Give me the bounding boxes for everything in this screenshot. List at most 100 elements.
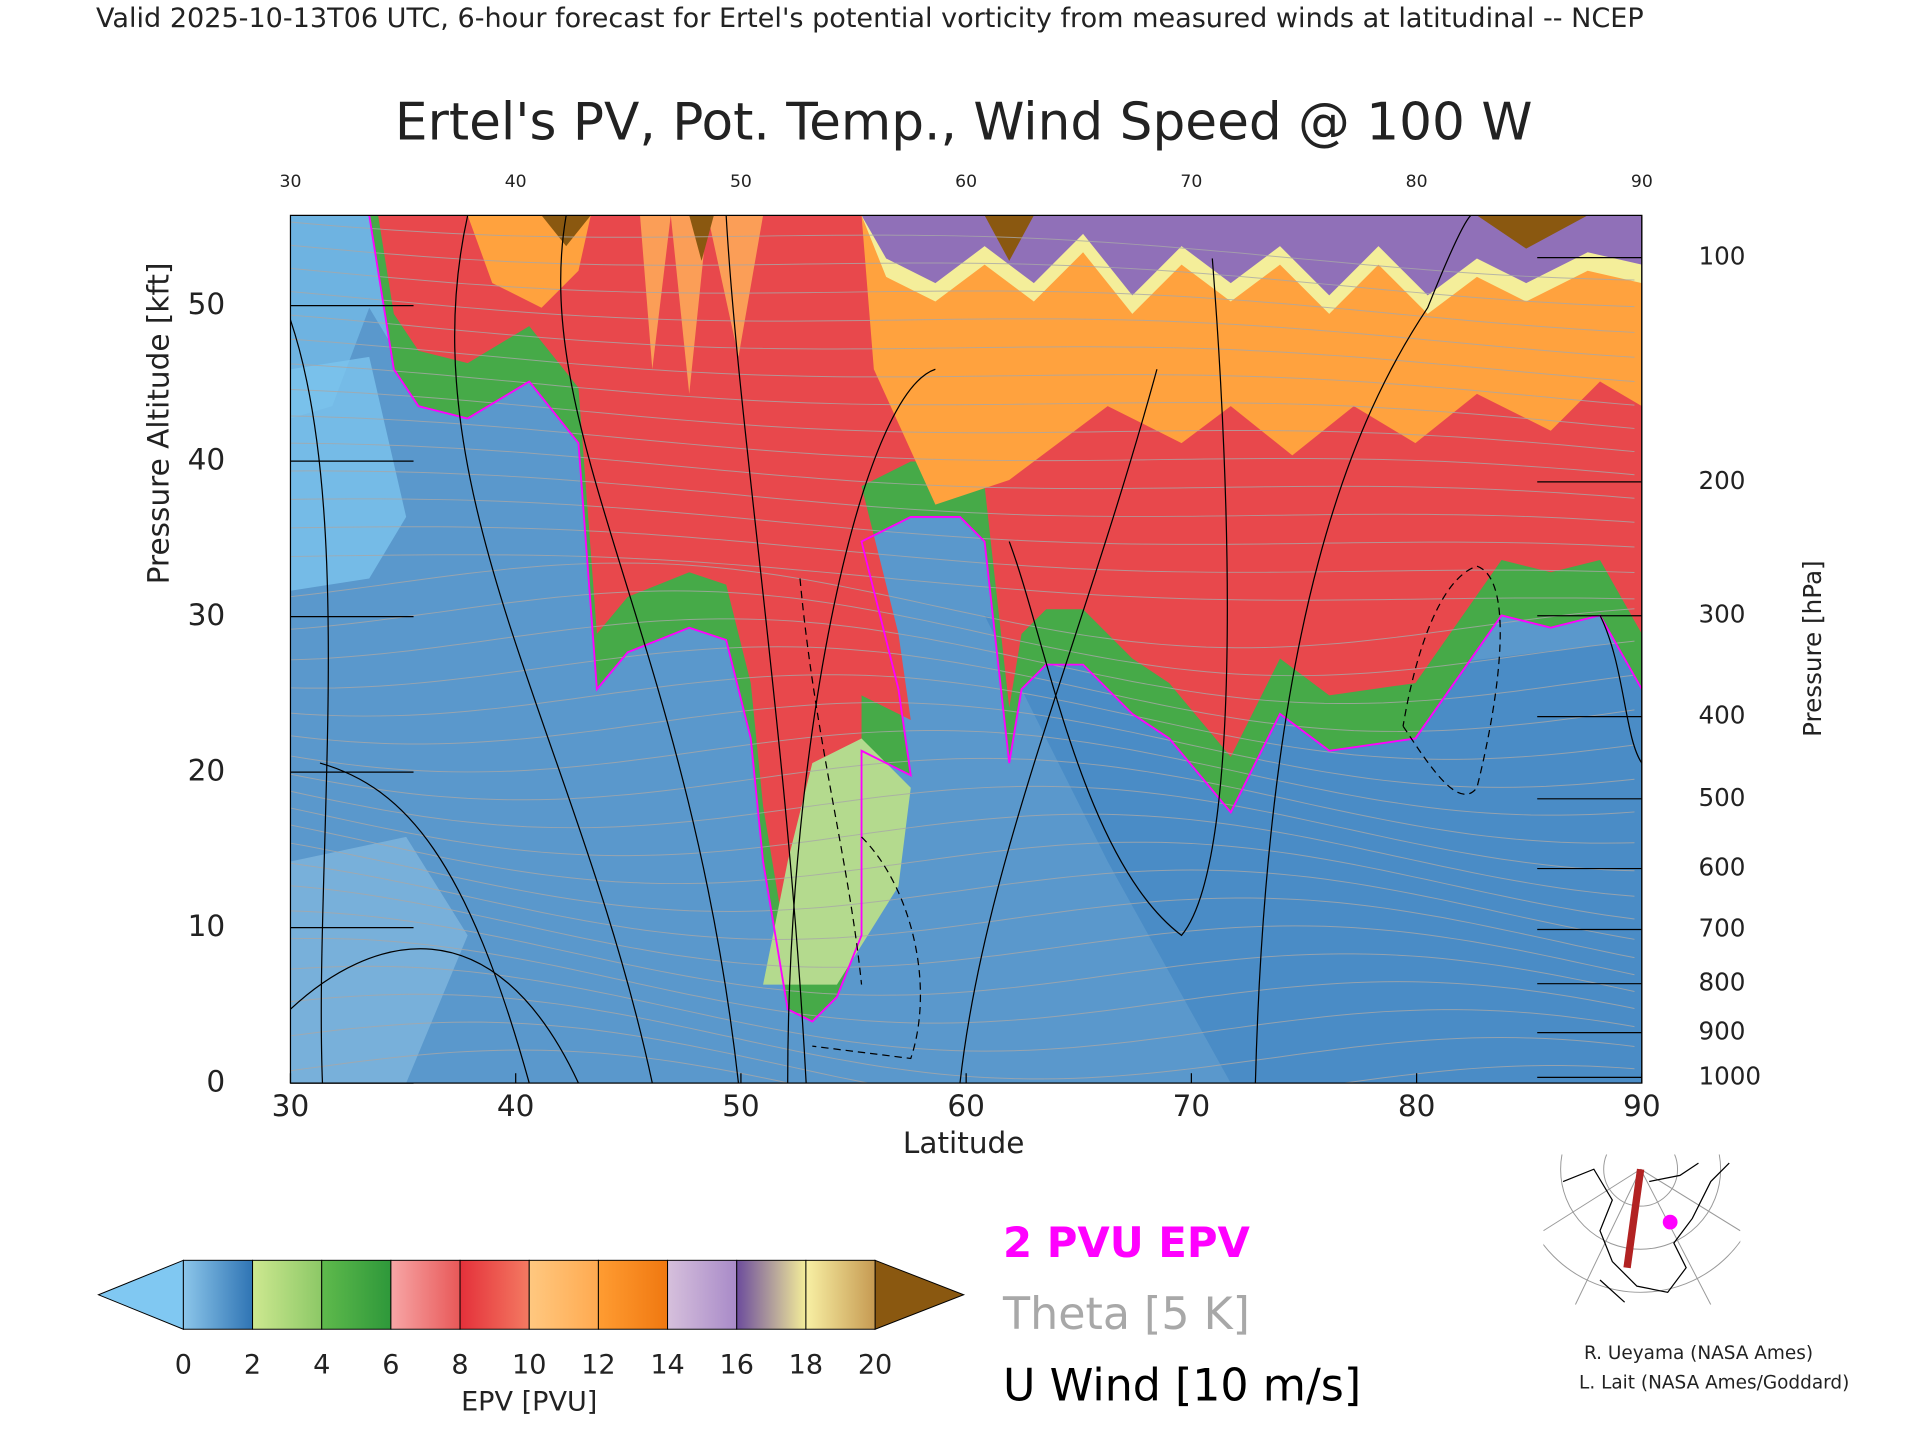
wind-contour bbox=[787, 368, 936, 1084]
x2-tick-label: 80 bbox=[1406, 172, 1428, 192]
y2-tick-label: 400 bbox=[1698, 701, 1745, 730]
theta-contour bbox=[290, 554, 1635, 601]
field-brown bbox=[541, 215, 591, 247]
colorbar-band bbox=[597, 1259, 669, 1330]
x2-tick-label: 70 bbox=[1180, 172, 1202, 192]
y2-tick-label: 200 bbox=[1698, 466, 1745, 495]
x2-tick-label: 50 bbox=[730, 172, 752, 192]
colorbar-band bbox=[252, 1259, 323, 1330]
colorbar-tick-label: 0 bbox=[175, 1350, 192, 1381]
x-tick-label: 60 bbox=[947, 1089, 985, 1123]
colorbar-tick-label: 16 bbox=[720, 1350, 754, 1381]
y-tick-label: 30 bbox=[188, 598, 226, 632]
credit: L. Lait (NASA Ames/Goddard) bbox=[1579, 1372, 1849, 1393]
theta-contour bbox=[290, 993, 1635, 1080]
colorbar-tick-label: 2 bbox=[244, 1350, 261, 1381]
field-ripple bbox=[640, 215, 764, 394]
colorbar-tick-label: 18 bbox=[789, 1350, 823, 1381]
theta-contour bbox=[290, 291, 1635, 358]
theta-contour bbox=[290, 757, 1635, 844]
colorbar-over bbox=[874, 1259, 966, 1330]
y2-tick-label: 300 bbox=[1698, 600, 1745, 629]
x2-tick-label: 60 bbox=[955, 172, 977, 192]
field-patch bbox=[763, 738, 911, 985]
wind-contour bbox=[799, 578, 863, 985]
x2-tick-label: 30 bbox=[280, 172, 302, 192]
x2-tick-label: 90 bbox=[1631, 172, 1653, 192]
y2-tick-label: 800 bbox=[1698, 968, 1745, 997]
colorbar-band bbox=[667, 1259, 738, 1330]
theta-contour bbox=[290, 824, 1635, 920]
theta-contour bbox=[290, 338, 1635, 406]
wind-contour bbox=[812, 836, 921, 1060]
colorbar-band bbox=[321, 1259, 392, 1330]
theta-contour bbox=[290, 729, 1635, 816]
theta-contour bbox=[290, 415, 1635, 476]
theta-contour bbox=[290, 1049, 791, 1084]
x-axis-label: Latitude bbox=[903, 1126, 1024, 1160]
theta-contour bbox=[290, 674, 1635, 760]
x2-tick-label: 40 bbox=[505, 172, 527, 192]
field-purple bbox=[861, 215, 1642, 296]
x-tick-label: 80 bbox=[1398, 1089, 1436, 1123]
y-tick-label: 50 bbox=[188, 287, 226, 321]
field-brown bbox=[1476, 215, 1588, 249]
pv2-contour bbox=[368, 215, 1642, 1023]
x-tick-label: 70 bbox=[1173, 1089, 1211, 1123]
y-tick-label: 20 bbox=[188, 754, 226, 788]
y-tick-label: 40 bbox=[188, 443, 226, 477]
wind-contours bbox=[290, 215, 1642, 1084]
theta-contour bbox=[290, 937, 1635, 1024]
colorbar-label: EPV [PVU] bbox=[461, 1387, 597, 1418]
colorbar-band bbox=[736, 1259, 807, 1330]
wind-contour bbox=[290, 319, 329, 1084]
field-patch bbox=[290, 356, 407, 591]
wind-contour bbox=[959, 369, 1158, 1084]
colorbar-band bbox=[528, 1259, 599, 1330]
colorbar-band bbox=[390, 1259, 461, 1330]
legend-entry: U Wind [10 m/s] bbox=[1003, 1360, 1361, 1411]
theta-contour bbox=[290, 785, 1635, 872]
wind-contour bbox=[1402, 565, 1501, 795]
wind-contour bbox=[319, 762, 530, 1084]
x-tick-label: 50 bbox=[722, 1089, 760, 1123]
colorbar-under bbox=[97, 1259, 184, 1330]
wind-contour bbox=[1008, 258, 1228, 937]
credit: R. Ueyama (NASA Ames) bbox=[1584, 1343, 1813, 1364]
x-tick-label: 90 bbox=[1623, 1089, 1661, 1123]
theta-contour bbox=[290, 807, 1635, 897]
locator-map bbox=[1543, 1154, 1741, 1305]
legend-entry: Theta [5 K] bbox=[1002, 1289, 1250, 1340]
colorbar-tick-label: 6 bbox=[382, 1350, 399, 1381]
wind-contour bbox=[290, 948, 580, 1084]
wind-contour bbox=[1599, 615, 1642, 764]
legend: 2 PVU EPV Theta [5 K] U Wind [10 m/s] bbox=[1002, 1218, 1361, 1411]
theta-contour bbox=[290, 590, 1635, 677]
map-coastline bbox=[1562, 1162, 1730, 1303]
y2-tick-label: 1000 bbox=[1698, 1061, 1761, 1090]
colorbar-band bbox=[182, 1259, 254, 1330]
theta-contour bbox=[290, 314, 1635, 383]
colorbar-tick-label: 8 bbox=[451, 1350, 468, 1381]
theta-contour bbox=[290, 267, 1635, 333]
theta-contours bbox=[290, 221, 1635, 1084]
y2-axis-label: Pressure [hPa] bbox=[1798, 560, 1827, 737]
y-axis-label: Pressure Altitude [kft] bbox=[142, 263, 176, 585]
wind-contour bbox=[560, 215, 740, 1084]
y2-tick-label: 500 bbox=[1698, 783, 1745, 812]
colorbar-tick-label: 12 bbox=[581, 1350, 615, 1381]
header: Valid 2025-10-13T06 UTC, 6-hour forecast… bbox=[96, 3, 1644, 34]
chart-title: Ertel's PV, Pot. Temp., Wind Speed @ 100… bbox=[395, 93, 1533, 153]
theta-contour bbox=[290, 862, 1635, 959]
pv-field bbox=[290, 215, 1642, 1084]
theta-contour bbox=[290, 526, 1635, 574]
colorbar-band bbox=[805, 1259, 876, 1330]
theta-contour bbox=[290, 646, 1635, 732]
colorbar-tick-label: 14 bbox=[650, 1350, 684, 1381]
wind-contour bbox=[454, 215, 653, 1084]
field-patch bbox=[290, 836, 468, 1084]
x-tick-label: 40 bbox=[497, 1089, 535, 1123]
theta-contour bbox=[290, 842, 1635, 940]
